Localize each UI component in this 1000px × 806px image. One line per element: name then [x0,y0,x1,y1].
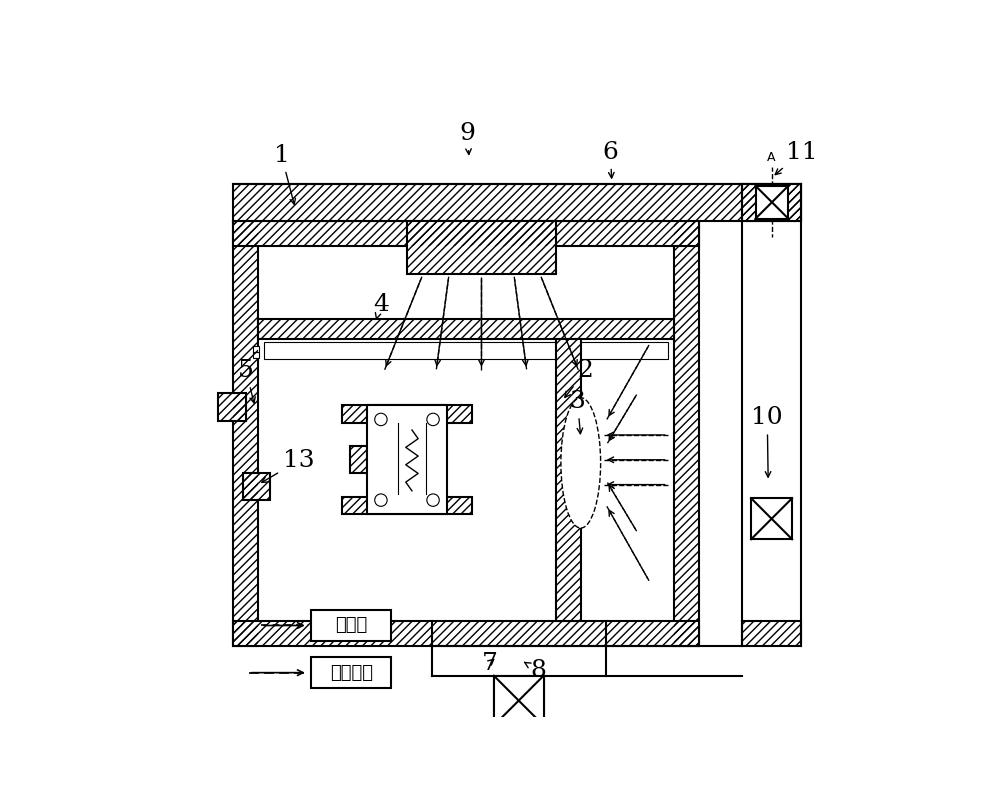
Text: 1: 1 [274,144,295,204]
Bar [233,621,699,646]
Text: 6: 6 [602,141,618,178]
Bar [311,657,391,688]
Ellipse shape [561,397,601,528]
Bar [233,221,699,246]
Bar [756,186,788,218]
Bar [751,498,792,539]
Bar [742,621,801,646]
Bar [233,184,801,221]
Bar [258,246,674,621]
Bar [494,675,544,725]
Bar [264,342,668,359]
Text: 10: 10 [751,406,783,477]
Bar [342,405,472,423]
Bar [742,621,801,646]
Bar [311,610,391,641]
Bar [258,319,674,339]
Text: 9: 9 [460,123,476,155]
Bar [233,221,258,646]
Text: 7: 7 [481,651,497,675]
Bar [233,221,699,246]
Bar [233,621,699,646]
Text: 13: 13 [262,449,314,483]
Bar [253,346,259,351]
Text: 3: 3 [570,390,585,434]
Text: 5: 5 [238,359,255,403]
Bar [218,393,246,421]
Bar [350,447,367,473]
Bar [350,447,367,473]
Circle shape [375,413,387,426]
Bar [233,221,258,646]
Bar [243,473,270,500]
Circle shape [427,494,439,506]
Bar [342,405,472,423]
Circle shape [375,494,387,506]
Bar [342,496,472,514]
Text: 热辐射: 热辐射 [335,617,367,634]
Text: 4: 4 [373,293,389,319]
Text: 气流方向: 气流方向 [330,663,373,682]
Bar [556,339,581,621]
Text: 11: 11 [775,141,817,175]
Bar [742,184,801,646]
Circle shape [427,413,439,426]
Bar [233,184,801,221]
Bar [556,339,581,621]
Bar [407,221,556,273]
Bar [253,351,259,358]
Text: 2: 2 [565,359,594,397]
Text: A: A [766,151,775,164]
Bar [342,496,472,514]
Bar [367,405,447,514]
Bar [674,221,699,646]
Bar [407,221,556,273]
Bar [258,319,674,339]
Bar [243,473,270,500]
Bar [742,184,801,221]
Bar [674,221,699,646]
Text: 8: 8 [524,659,546,682]
Bar [742,184,801,221]
Bar [218,393,246,421]
